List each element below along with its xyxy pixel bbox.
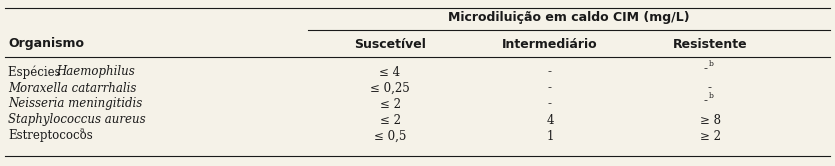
Text: -: - bbox=[548, 66, 552, 79]
Text: Suscetível: Suscetível bbox=[354, 38, 426, 50]
Text: Moraxella catarrhalis: Moraxella catarrhalis bbox=[8, 82, 136, 94]
Text: Haemophilus: Haemophilus bbox=[56, 66, 134, 79]
Text: 1: 1 bbox=[546, 129, 554, 142]
Text: Espécies: Espécies bbox=[8, 65, 64, 79]
Text: Staphylococcus aureus: Staphylococcus aureus bbox=[8, 114, 145, 126]
Text: -: - bbox=[703, 63, 707, 76]
Text: Resistente: Resistente bbox=[673, 38, 747, 50]
Text: Microdiluição em caldo CIM (mg/L): Microdiluição em caldo CIM (mg/L) bbox=[448, 11, 690, 25]
Text: ≤ 0,5: ≤ 0,5 bbox=[374, 129, 406, 142]
Text: a: a bbox=[80, 126, 84, 134]
Text: -: - bbox=[703, 94, 707, 108]
Text: b: b bbox=[709, 60, 714, 68]
Text: ≤ 2: ≤ 2 bbox=[379, 97, 401, 111]
Text: -: - bbox=[548, 82, 552, 94]
Text: -: - bbox=[548, 97, 552, 111]
Text: b: b bbox=[709, 92, 714, 100]
Text: ≤ 4: ≤ 4 bbox=[379, 66, 401, 79]
Text: ≤ 2: ≤ 2 bbox=[379, 114, 401, 126]
Text: ≤ 0,25: ≤ 0,25 bbox=[370, 82, 410, 94]
Text: Neisseria meningitidis: Neisseria meningitidis bbox=[8, 97, 142, 111]
Text: Intermediário: Intermediário bbox=[502, 38, 598, 50]
Text: -: - bbox=[708, 82, 712, 94]
Text: Estreptococos: Estreptococos bbox=[8, 129, 93, 142]
Text: ≥ 8: ≥ 8 bbox=[700, 114, 721, 126]
Text: ≥ 2: ≥ 2 bbox=[700, 129, 721, 142]
Text: Organismo: Organismo bbox=[8, 38, 84, 50]
Text: 4: 4 bbox=[546, 114, 554, 126]
